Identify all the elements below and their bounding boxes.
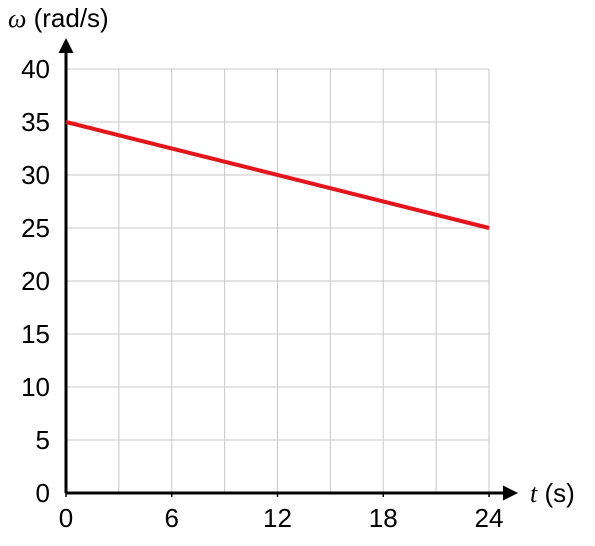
y-axis-symbol: ω xyxy=(8,4,26,33)
x-axis-symbol: t xyxy=(530,479,538,508)
x-tick-label: 0 xyxy=(59,503,73,533)
y-tick-label: 30 xyxy=(21,160,50,190)
y-axis-label: ω (rad/s) xyxy=(8,3,109,33)
x-axis-label: t (s) xyxy=(530,478,575,508)
x-axis-unit: (s) xyxy=(537,478,575,508)
y-tick-label: 0 xyxy=(36,478,50,508)
y-tick-label: 10 xyxy=(21,372,50,402)
axes xyxy=(58,38,518,501)
y-tick-label: 35 xyxy=(21,107,50,137)
y-tick-label: 15 xyxy=(21,319,50,349)
x-tick-label: 12 xyxy=(263,503,292,533)
x-tick-label: 18 xyxy=(369,503,398,533)
tick-labels: 0 5 10 15 20 25 30 35 40 0 6 12 18 24 xyxy=(21,54,503,533)
y-tick-label: 20 xyxy=(21,266,50,296)
y-tick-label: 40 xyxy=(21,54,50,84)
y-tick-label: 5 xyxy=(36,425,50,455)
y-tick-label: 25 xyxy=(21,213,50,243)
y-axis-unit: (rad/s) xyxy=(26,3,108,33)
x-tick-label: 24 xyxy=(475,503,504,533)
grid xyxy=(66,68,490,493)
series-line xyxy=(65,120,490,230)
series-group xyxy=(65,120,490,230)
x-tick-label: 6 xyxy=(165,503,179,533)
